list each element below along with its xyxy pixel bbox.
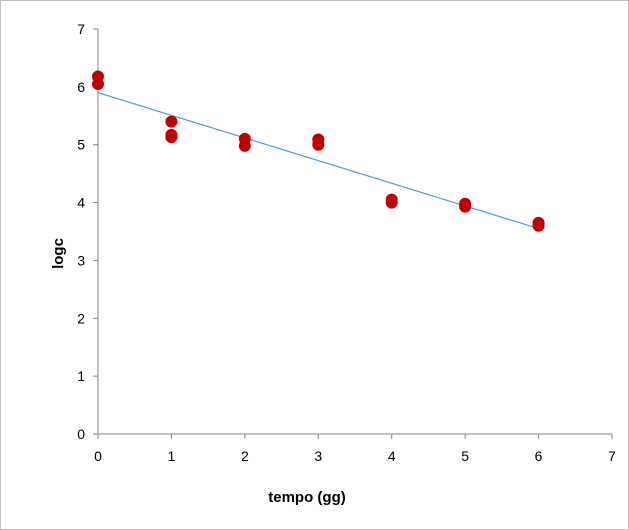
- y-tick-label: 1: [77, 368, 85, 384]
- x-tick-label: 4: [388, 448, 396, 464]
- x-tick-label: 5: [461, 448, 469, 464]
- trendline: [97, 92, 539, 230]
- x-tick-label: 6: [535, 448, 543, 464]
- y-tick-label: 5: [77, 137, 85, 153]
- data-point: [238, 139, 251, 152]
- data-point: [385, 196, 398, 209]
- y-tick-label: 3: [77, 252, 85, 268]
- data-point: [92, 77, 104, 90]
- y-axis-title: logc: [50, 238, 67, 269]
- x-tick-label: 2: [241, 448, 249, 464]
- y-tick-label: 0: [77, 426, 85, 442]
- data-point: [165, 131, 178, 144]
- y-tick-label: 2: [77, 310, 85, 326]
- x-axis-title: tempo (gg): [268, 489, 345, 506]
- axes: [93, 28, 613, 439]
- data-point: [165, 115, 178, 128]
- data-points: [92, 70, 545, 232]
- tick-labels: 0 1 2 3 4 5 6 7 0 1 2 3 4 5 6 7: [77, 21, 616, 464]
- x-tick-label: 7: [608, 448, 616, 464]
- y-tick-label: 7: [77, 21, 85, 37]
- y-tick-label: 4: [77, 195, 85, 211]
- x-tick-label: 3: [314, 448, 322, 464]
- data-point: [459, 200, 472, 213]
- data-point: [312, 138, 325, 151]
- trendline-layer: [97, 92, 539, 230]
- x-tick-label: 0: [94, 448, 102, 464]
- x-tick-label: 1: [168, 448, 176, 464]
- data-point: [532, 219, 545, 232]
- y-tick-label: 6: [77, 79, 85, 95]
